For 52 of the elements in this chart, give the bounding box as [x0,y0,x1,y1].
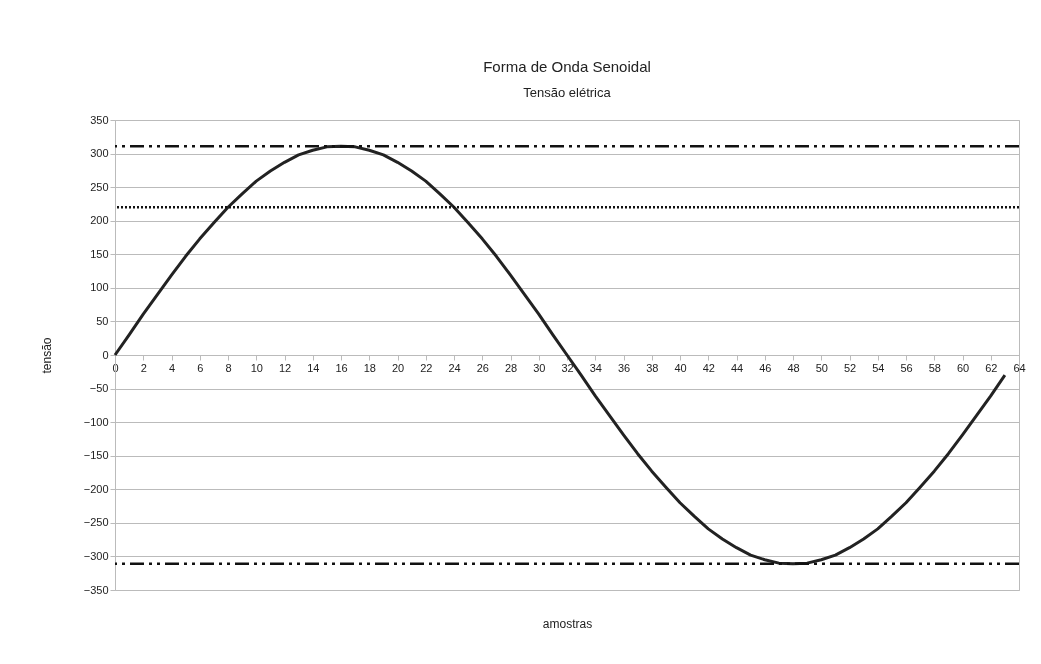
x-tick-label: 12 [278,361,292,374]
x-tick-label: 42 [702,361,715,374]
y-tick-label: −350 [83,583,109,596]
x-tick-label: 54 [872,361,885,374]
x-tick-label: 58 [928,361,941,374]
y-tick-label: 250 [90,180,109,193]
x-tick-label: 62 [985,361,998,374]
x-tick-label: 26 [476,361,489,374]
y-tick-label: −100 [83,415,109,428]
y-tick-label: −50 [89,382,109,395]
x-tick-label: 2 [140,361,147,374]
chart-title: Forma de Onda Senoidal [483,58,651,75]
y-tick-label: 100 [90,281,109,294]
x-tick-label: 48 [787,361,800,374]
x-tick-label: 16 [335,361,348,374]
x-tick-label: 4 [168,361,176,374]
x-tick-label: 20 [391,361,405,374]
y-tick-label: 0 [102,348,109,361]
x-tick-label: 34 [589,361,602,374]
y-tick-label: 300 [90,147,109,160]
x-tick-label: 52 [843,361,857,374]
y-tick-label: −150 [83,449,109,462]
x-tick-label: 60 [956,361,970,374]
x-tick-label: 64 [1013,361,1026,374]
x-tick-label: 38 [646,361,659,374]
x-tick-label: 44 [730,361,744,374]
y-tick-label: −250 [83,516,109,529]
y-tick-label: 150 [90,247,109,260]
x-tick-label: 6 [197,361,204,374]
x-axis-title: amostras [542,616,593,631]
x-tick-label: 14 [307,361,320,374]
x-tick-label: 18 [363,361,376,374]
x-tick-label: 8 [225,361,232,374]
chart-subtitle: Tensão elétrica [523,85,612,100]
x-tick-label: 24 [448,361,461,374]
y-tick-label: 200 [90,214,109,227]
x-tick-label: 56 [900,361,913,374]
x-tick-label: 28 [504,361,518,374]
x-tick-label: 22 [420,361,433,374]
x-tick-label: 30 [533,361,546,374]
x-tick-label: 40 [674,361,687,374]
y-tick-label: 350 [90,113,109,126]
y-tick-label: 50 [96,314,109,327]
y-tick-label: −300 [83,549,109,562]
x-tick-label: 36 [617,361,631,374]
x-tick-label: 50 [815,361,828,374]
x-tick-label: 32 [561,361,574,374]
y-tick-label: −200 [83,482,109,495]
x-tick-label: 10 [250,361,263,374]
y-axis-title: tensão [39,337,54,374]
line-series [113,144,1007,566]
x-tick-label: 46 [759,361,772,374]
